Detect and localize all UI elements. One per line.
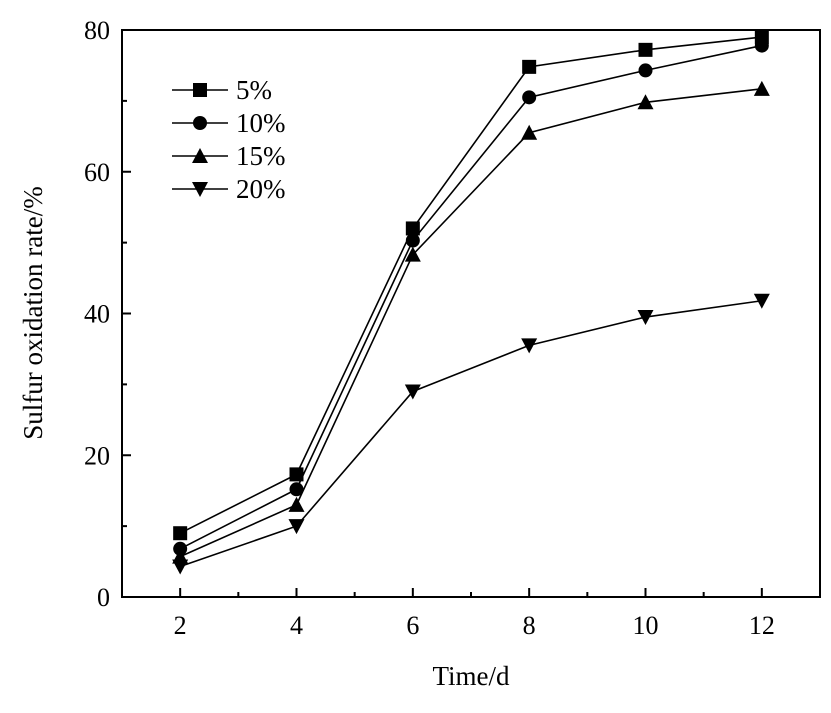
y-tick-label: 20 bbox=[84, 441, 110, 470]
data-point bbox=[405, 233, 420, 248]
data-point bbox=[288, 496, 305, 512]
legend-item: 20% bbox=[172, 174, 286, 204]
legend-label: 5% bbox=[236, 75, 272, 105]
series-1 bbox=[173, 30, 769, 541]
legend-marker bbox=[193, 116, 207, 130]
series-line bbox=[179, 299, 762, 568]
data-point bbox=[753, 80, 770, 96]
data-point bbox=[638, 63, 653, 78]
x-axis-title: Time/d bbox=[432, 661, 510, 691]
plot-frame bbox=[121, 29, 821, 598]
data-point bbox=[754, 38, 769, 53]
axes: 0 20 40 60 80 2 4 6 8 10 12 bbox=[84, 16, 821, 640]
y-tick-label: 40 bbox=[84, 300, 110, 329]
data-point bbox=[637, 94, 654, 110]
legend-label: 20% bbox=[236, 174, 286, 204]
legend-item: 10% bbox=[172, 108, 286, 138]
data-series bbox=[172, 30, 770, 575]
data-point bbox=[405, 221, 420, 236]
data-point bbox=[521, 124, 538, 140]
data-point bbox=[289, 467, 304, 482]
data-point bbox=[404, 384, 421, 400]
legend-label: 15% bbox=[236, 141, 286, 171]
y-tick-label: 80 bbox=[84, 16, 110, 45]
legend-marker bbox=[192, 148, 208, 163]
x-tick-label: 2 bbox=[174, 611, 187, 640]
series-line bbox=[179, 36, 762, 534]
series-line bbox=[179, 44, 763, 550]
x-tick-label: 6 bbox=[406, 611, 419, 640]
series-line bbox=[179, 88, 762, 558]
legend-marker bbox=[192, 182, 208, 197]
legend: 5%10%15%20% bbox=[172, 75, 286, 204]
data-point bbox=[172, 559, 189, 575]
y-tick-label: 0 bbox=[97, 583, 110, 612]
legend-item: 15% bbox=[172, 141, 286, 171]
y-axis-title: Sulfur oxidation rate/% bbox=[18, 186, 48, 439]
data-point bbox=[638, 42, 653, 57]
data-point bbox=[522, 59, 537, 74]
legend-item: 5% bbox=[172, 75, 272, 105]
legend-marker bbox=[193, 83, 207, 97]
x-tick-label: 8 bbox=[523, 611, 536, 640]
data-point bbox=[637, 310, 654, 326]
data-point bbox=[404, 246, 421, 262]
data-point bbox=[173, 526, 188, 541]
data-point bbox=[753, 293, 770, 309]
x-tick-label: 4 bbox=[290, 611, 303, 640]
y-tick-label: 60 bbox=[84, 158, 110, 187]
x-tick-label: 10 bbox=[633, 611, 659, 640]
legend-label: 10% bbox=[236, 108, 286, 138]
data-point bbox=[521, 338, 538, 354]
series-2 bbox=[173, 38, 769, 556]
x-tick-label: 12 bbox=[749, 611, 775, 640]
series-4 bbox=[172, 293, 770, 575]
data-point bbox=[522, 90, 537, 105]
data-point bbox=[289, 482, 304, 497]
data-point bbox=[288, 519, 305, 535]
